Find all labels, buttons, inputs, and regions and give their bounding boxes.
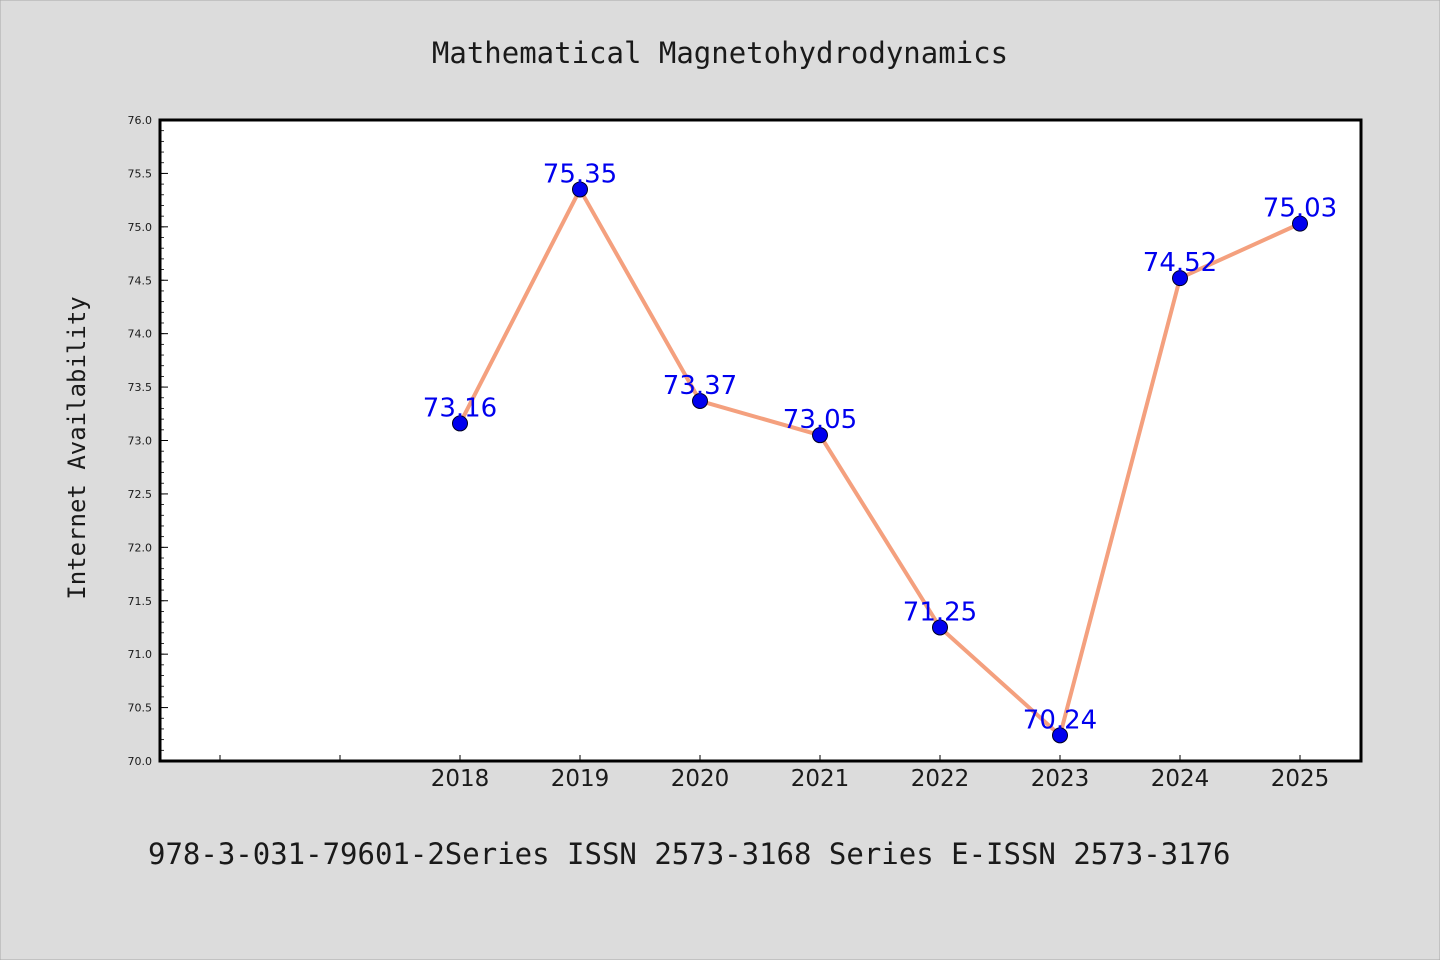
data-label: 75.03 xyxy=(1263,194,1337,224)
x-tick-label: 2019 xyxy=(551,766,610,792)
data-point xyxy=(452,415,468,432)
data-label: 71.25 xyxy=(903,597,977,627)
x-tick-label: 2021 xyxy=(791,766,850,792)
data-point xyxy=(692,392,708,409)
data-point xyxy=(932,619,948,636)
y-tick-label: 71.0 xyxy=(128,648,153,661)
data-label: 75.35 xyxy=(543,159,617,189)
footer-text: 978-3-031-79601-2Series ISSN 2573-3168 S… xyxy=(148,837,1231,871)
x-axis: 2018 2019 2020 2021 2022 2023 2024 2025 xyxy=(219,755,1330,792)
chart-title: Mathematical Magnetohydrodynamics xyxy=(432,36,1008,70)
y-tick-label: 74.5 xyxy=(128,274,153,287)
data-label: 73.16 xyxy=(423,393,497,423)
y-axis: 70.0 70.5 71.0 71.5 72.0 72.5 73.0 73.5 74.0 74.5… xyxy=(128,114,168,768)
x-tick-label: 2018 xyxy=(431,766,490,792)
data-point xyxy=(1052,727,1068,744)
y-tick-label: 70.5 xyxy=(128,702,153,715)
data-label: 73.05 xyxy=(783,405,857,435)
y-tick-label: 73.0 xyxy=(128,435,153,448)
y-tick-label: 73.5 xyxy=(128,381,153,394)
x-tick-label: 2020 xyxy=(671,766,730,792)
y-tick-label: 70.0 xyxy=(128,755,153,768)
data-point xyxy=(812,427,828,444)
y-tick-label: 72.0 xyxy=(128,541,153,554)
y-tick-label: 75.0 xyxy=(128,221,153,234)
x-tick-label: 2025 xyxy=(1271,766,1330,792)
x-tick-label: 2022 xyxy=(911,766,970,792)
data-point xyxy=(1292,215,1308,232)
data-label: 70.24 xyxy=(1023,705,1097,735)
series-layer: 73.16 75.35 73.37 73.05 71.25 70.24 74.52 75.03 xyxy=(423,159,1337,744)
data-point xyxy=(572,181,588,198)
data-point xyxy=(1172,270,1188,287)
x-tick-label: 2023 xyxy=(1031,766,1090,792)
y-axis-label: Internet Availability xyxy=(63,296,91,599)
y-tick-label: 74.0 xyxy=(128,328,153,341)
x-tick-label: 2024 xyxy=(1151,766,1210,792)
y-tick-label: 76.0 xyxy=(128,114,153,127)
series-line xyxy=(458,187,1302,738)
y-tick-label: 71.5 xyxy=(128,595,153,608)
plot-area xyxy=(158,118,1363,763)
y-tick-label: 75.5 xyxy=(128,167,153,180)
data-label: 74.52 xyxy=(1143,248,1217,278)
data-label: 73.37 xyxy=(663,371,737,401)
y-tick-label: 72.5 xyxy=(128,488,153,501)
